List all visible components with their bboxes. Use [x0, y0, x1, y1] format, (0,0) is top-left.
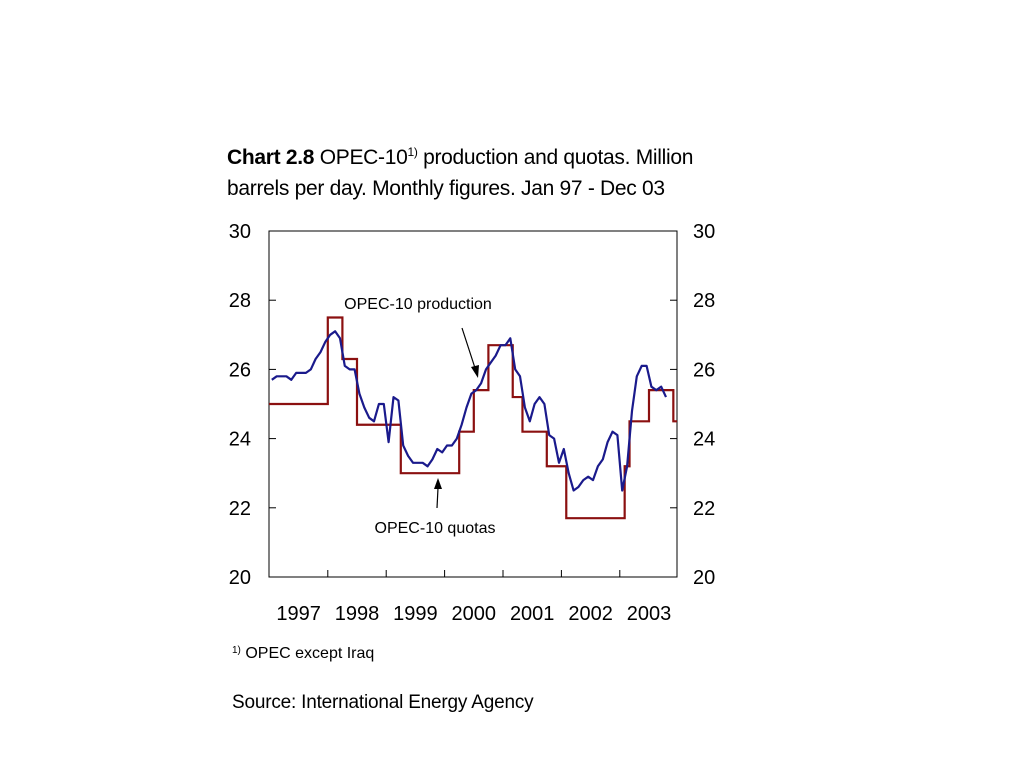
right-y-axis: 20 22 24 26 28 30 [670, 221, 715, 589]
source-note: Source: International Energy Agency [232, 692, 534, 713]
x-tick-label: 2002 [568, 603, 613, 625]
y-tick-label-left: 30 [229, 221, 251, 243]
series-layer [269, 316, 677, 520]
footnote-text: OPEC except Iraq [240, 645, 375, 662]
annotation-production-arrowhead [471, 365, 479, 378]
x-tick-label: 1997 [276, 603, 321, 625]
y-tick-label-right: 26 [693, 359, 715, 381]
annotation-quotas-arrow [436, 487, 439, 509]
x-tick-label: 2001 [510, 603, 555, 625]
chart-title-text-2: production and quotas. Million barrels p… [227, 146, 694, 200]
y-tick-label-left: 28 [229, 290, 251, 312]
annotation-quotas-label: OPEC-10 quotas [375, 520, 496, 537]
chart-title: Chart 2.8 OPEC-101) production and quota… [227, 142, 747, 204]
left-y-axis: 20 22 24 26 28 30 [229, 221, 276, 589]
x-tick-label: 2000 [452, 603, 497, 625]
footnote-marker: 1) [232, 645, 241, 656]
y-tick-label-right: 20 [693, 567, 715, 589]
series-line-quotas [269, 316, 677, 520]
chart-number: Chart 2.8 [227, 146, 315, 169]
y-tick-label-right: 24 [693, 429, 715, 451]
x-tick-label: 2003 [627, 603, 672, 625]
y-tick-label-right: 30 [693, 221, 715, 243]
annotation-layer: OPEC-10 production OPEC-10 quotas [344, 296, 495, 537]
title-footnote-marker: 1) [407, 145, 418, 159]
annotation-quotas-arrowhead [434, 478, 442, 489]
y-tick-label-left: 26 [229, 359, 251, 381]
chart-title-text-1: OPEC-10 [319, 146, 408, 169]
y-tick-label-left: 22 [229, 498, 251, 520]
series-line-production [271, 330, 667, 492]
y-tick-label-right: 28 [693, 290, 715, 312]
x-axis: 1997 1998 1999 2000 2001 2002 2003 [276, 570, 671, 625]
x-tick-label: 1998 [335, 603, 380, 625]
x-tick-label: 1999 [393, 603, 438, 625]
y-tick-label-left: 24 [229, 429, 251, 451]
footnote: 1) OPEC except Iraq [232, 645, 374, 663]
annotation-production-label: OPEC-10 production [344, 296, 492, 313]
y-tick-label-left: 20 [229, 567, 251, 589]
y-tick-label-right: 22 [693, 498, 715, 520]
annotation-production-arrow [461, 327, 476, 369]
